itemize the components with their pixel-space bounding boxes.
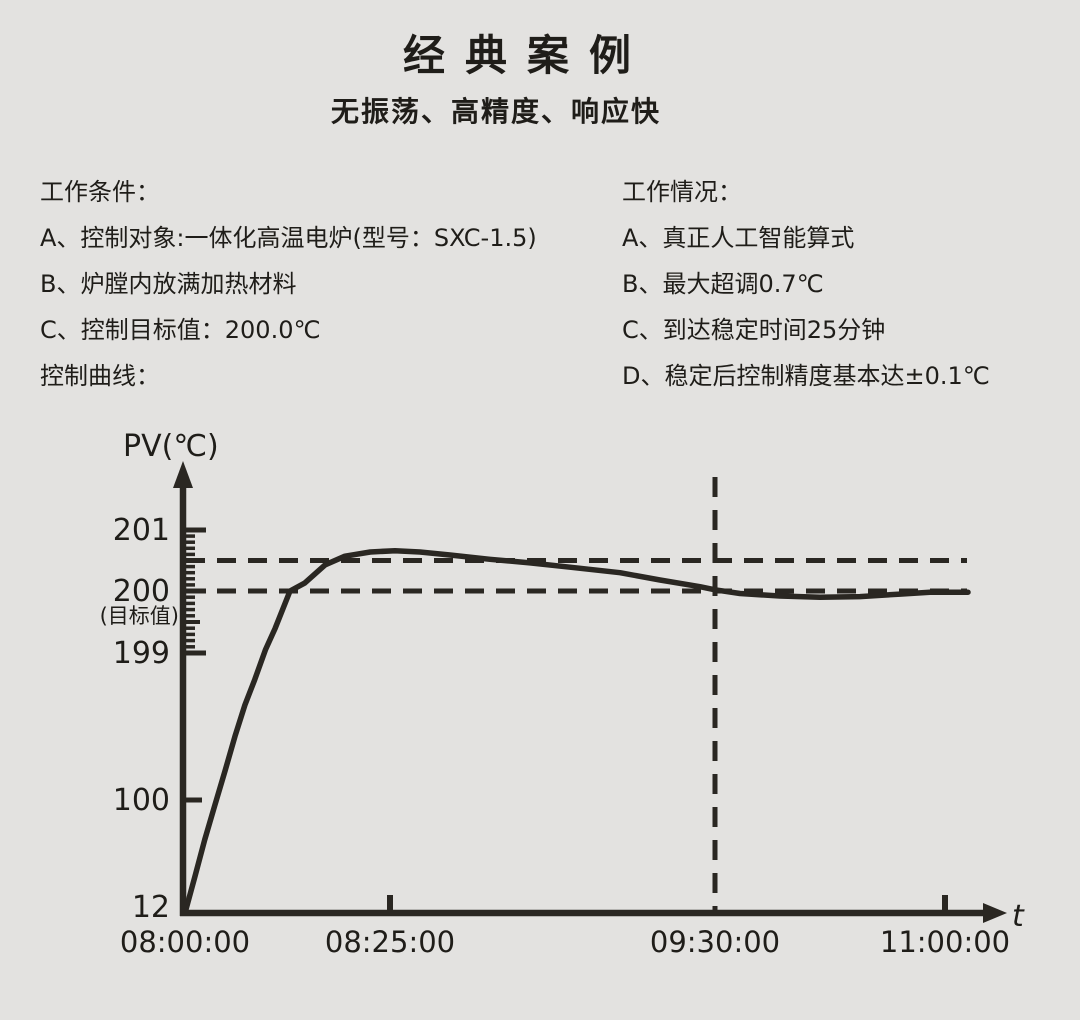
page-subtitle: 无振荡、高精度、响应快: [331, 95, 662, 128]
y-tick-label-100: 100: [113, 783, 170, 818]
working-results-heading: 工作情况：: [622, 178, 742, 206]
working-results-section: 工作情况： A、真正人工智能算式 B、最大超调0.7℃ C、到达稳定时间25分钟…: [622, 169, 990, 399]
page-title: 经典案例: [403, 31, 652, 80]
y-tick-label-200: 200: [113, 574, 170, 609]
x-axis-title: t: [1012, 899, 1025, 934]
condition-item-b: B、炉膛内放满加热材料: [40, 270, 297, 298]
pv-curve: [182, 547, 971, 916]
result-item-d: D、稳定后控制精度基本达±0.1℃: [622, 362, 990, 390]
result-item-c: C、到达稳定时间25分钟: [622, 316, 886, 344]
y-axis-title: PV(℃): [123, 429, 219, 464]
y-tick-label-12: 12: [132, 890, 170, 925]
x-axis-arrow-icon: [983, 903, 1007, 923]
working-conditions-heading: 工作条件：: [40, 178, 160, 206]
result-item-a: A、真正人工智能算式: [622, 224, 855, 252]
x-tick-label-11:00:00: 11:00:00: [880, 925, 1010, 959]
x-tick-label-08:25:00: 08:25:00: [325, 925, 455, 959]
y-tick-label-201: 201: [113, 513, 170, 548]
condition-item-c: C、控制目标值：200.0℃: [40, 316, 321, 344]
control-curve-label: 控制曲线：: [40, 362, 160, 390]
target-value-annotation: (目标值): [100, 604, 179, 628]
y-tick-label-199: 199: [113, 636, 170, 671]
result-item-b: B、最大超调0.7℃: [622, 270, 824, 298]
condition-item-a: A、控制对象:一体化高温电炉(型号：SXC-1.5): [40, 224, 537, 252]
y-axis-arrow-icon: [173, 461, 193, 488]
working-conditions-section: 工作条件： A、控制对象:一体化高温电炉(型号：SXC-1.5) B、炉膛内放满…: [40, 169, 537, 399]
x-tick-label-08:00:00: 08:00:00: [120, 925, 250, 959]
x-tick-label-09:30:00: 09:30:00: [650, 925, 780, 959]
